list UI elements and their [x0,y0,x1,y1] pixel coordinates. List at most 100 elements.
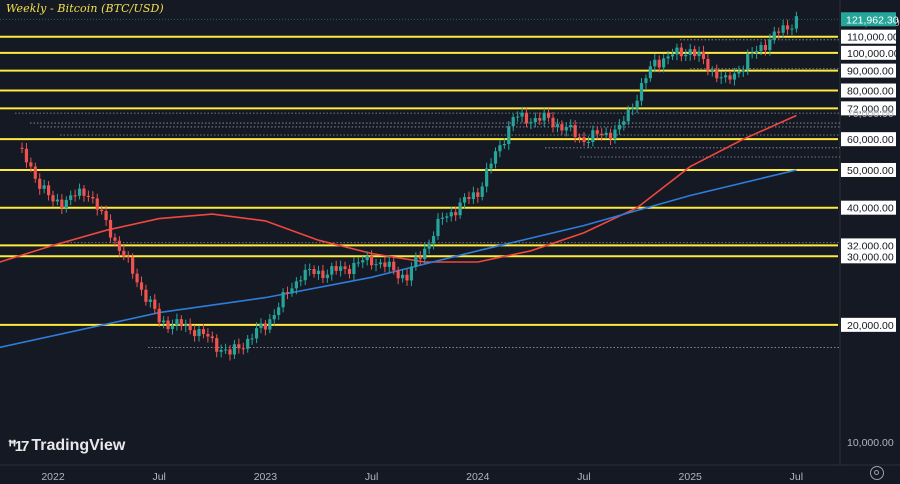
candle-body [595,130,599,134]
candle-body [197,329,201,337]
settings-icon[interactable] [870,466,884,480]
candle-body [666,56,670,59]
candle-body [162,320,166,323]
candle-body [635,100,639,109]
last-price-tag[interactable] [841,12,896,27]
candle-body [188,324,192,331]
level-price-tag[interactable] [841,29,896,44]
candle-body [715,70,719,79]
time-axis[interactable]: 2022 Jul 2023 Jul 2024 Jul 2025 Jul [41,471,803,483]
candle-body [60,199,64,209]
candle-body [339,266,343,271]
price-tick-label: 110,000.00 [847,32,899,44]
candle-body [38,178,42,189]
price-tick-label: 10,000.00 [847,437,894,449]
level-price-tag[interactable] [841,63,896,78]
candle-body [431,236,436,244]
candle-body [507,126,511,145]
candle-body [746,54,750,70]
candle-body [321,270,325,279]
tradingview-logo-text: TradingView [31,437,126,454]
candle-body [781,25,785,33]
candle-body [325,274,329,279]
candle-body [259,323,263,329]
price-axis[interactable]: 120,000.00110,000.00100,000.0090,000.008… [0,12,900,449]
candle-body [126,256,130,258]
horizontal-levels[interactable] [0,35,838,326]
candle-body [210,336,214,339]
candle-body [763,44,768,51]
level-price-tag[interactable] [841,317,896,332]
candle-body [582,137,586,143]
chart-title: Weekly - Bitcoin (BTC/USD) [6,2,164,15]
candle-body [268,319,272,330]
candle-body [418,256,422,260]
candle-body [392,261,396,271]
candle-body [569,125,573,128]
candle-body [361,260,365,263]
candle-body [285,292,290,294]
price-tick-label: 100,000.00 [847,48,900,60]
candle-body [184,324,188,327]
candle-body [193,330,197,337]
tradingview-logo[interactable]: ꟸ17 TradingView [8,437,125,455]
price-tick-label: 80,000.00 [847,86,894,98]
level-price-tag[interactable] [841,83,896,98]
candle-body [223,349,228,351]
candle-body [387,261,391,267]
candle-body [467,197,471,199]
level-price-tag[interactable] [841,132,896,147]
level-price-tag[interactable] [841,162,896,177]
candle-body [772,31,776,40]
candle-body [622,121,626,125]
candle-body [383,262,387,267]
candle-body [179,319,183,327]
candle-body [427,243,431,249]
level-price-tag[interactable] [841,101,896,116]
price-tick-label: 90,000.00 [847,66,894,78]
candle-body [108,219,113,238]
candle-body [400,274,405,279]
candle-body [480,186,484,197]
candle-body [343,266,347,269]
candle-body [564,127,568,131]
candle-body [476,192,480,197]
time-tick-label: 2022 [41,471,65,483]
candle-body [312,269,316,275]
candle-body [175,319,179,326]
level-price-tag[interactable] [841,45,896,60]
candle-body [670,54,675,57]
candle-body [272,315,276,320]
candle-body [241,348,245,350]
candle-body [409,266,414,281]
candle-body [113,237,117,241]
level-price-tag[interactable] [841,238,896,253]
candle-body [511,117,515,127]
candle-body [529,122,533,124]
last-price-label: 121,962.30 [846,14,899,26]
level-price-tag[interactable] [841,200,896,215]
tradingview-logo-icon: ꟸ17 [8,438,29,455]
candles [20,11,798,361]
candle-body [201,329,206,335]
candle-body [356,262,360,264]
candle-body [737,71,741,74]
candle-body [489,163,493,169]
candle-body [732,73,737,80]
price-tick-label: 70,000.00 [847,108,894,120]
candle-body [573,125,577,137]
candle-body [679,47,683,57]
candle-body [378,262,383,265]
candle-body [547,112,551,118]
candle-body [454,212,458,216]
candle-body [95,198,99,210]
level-price-tag[interactable] [841,249,896,264]
candle-body [29,162,33,167]
candle-body [294,281,298,289]
candle-body [290,288,294,294]
candle-body [728,75,732,80]
candle-body [215,338,219,352]
candle-body [316,270,321,275]
